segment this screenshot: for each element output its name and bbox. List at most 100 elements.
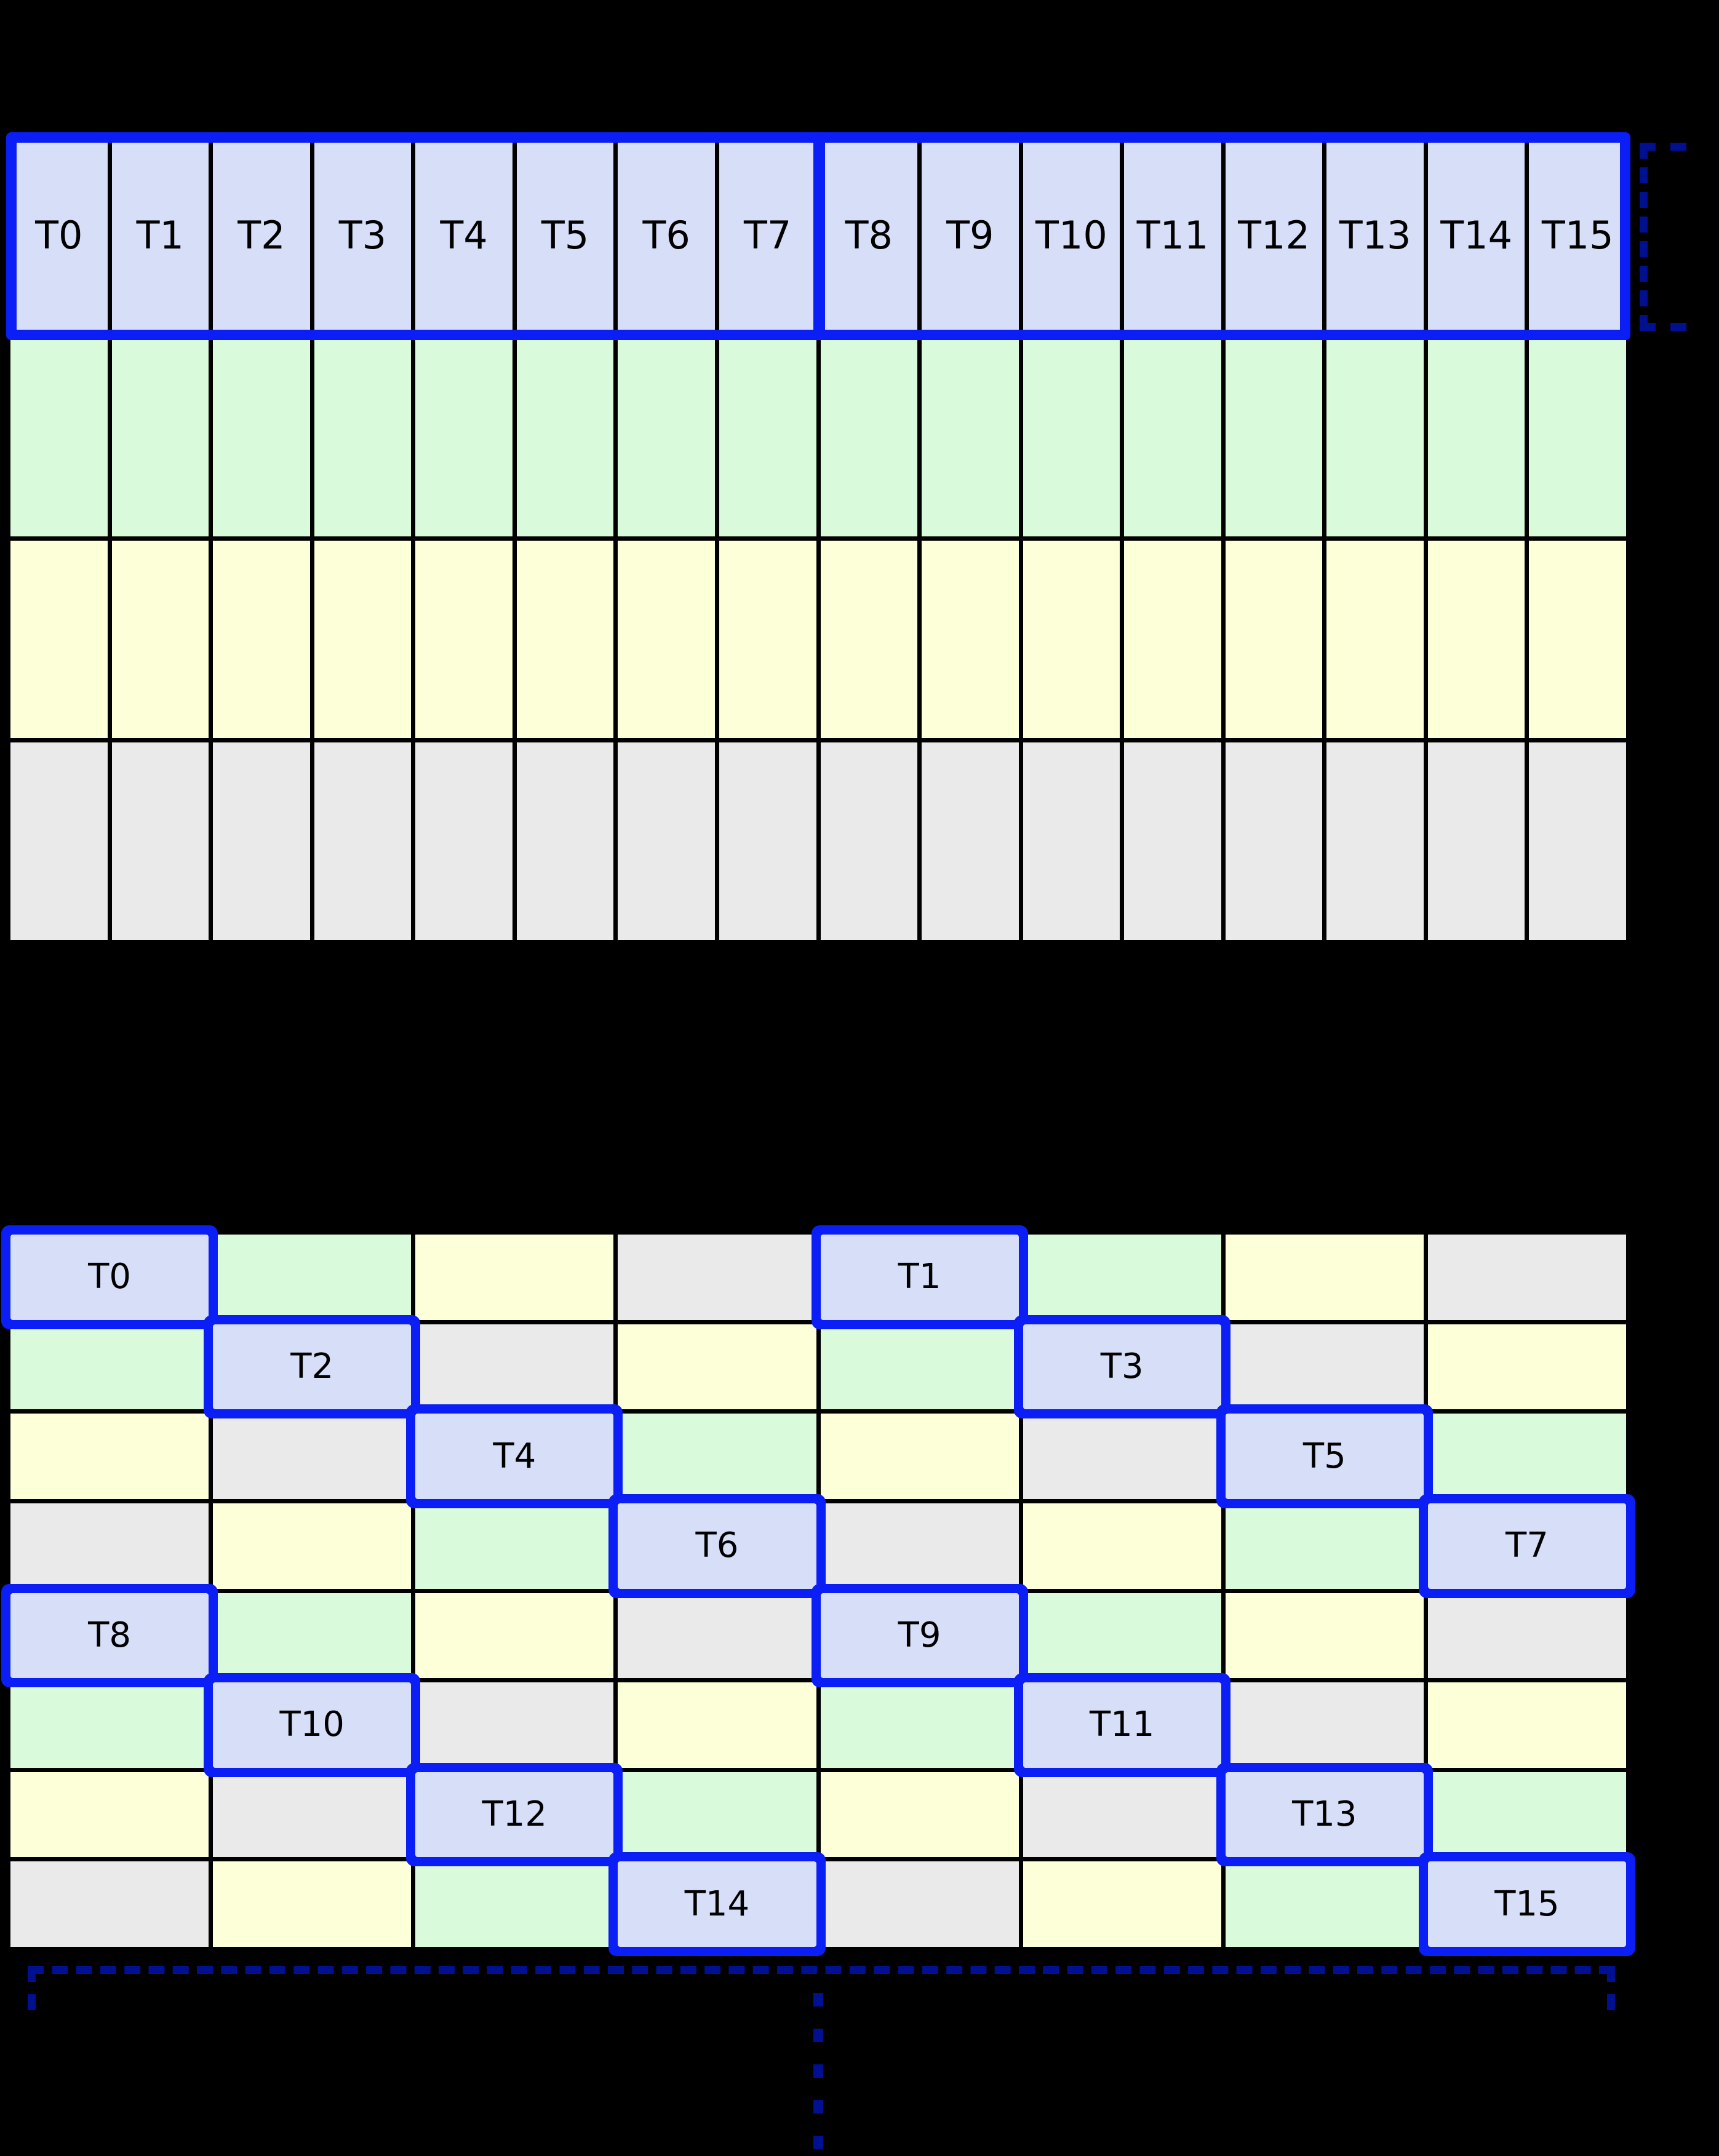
thread-cell-t1: T1 bbox=[820, 1235, 1019, 1320]
element-cell-r2c7 bbox=[1427, 1414, 1626, 1499]
element-cell-r1c3 bbox=[314, 338, 412, 536]
element-cell-r3c6 bbox=[1225, 1503, 1424, 1589]
element-cell-r1c12 bbox=[1225, 338, 1323, 536]
element-cell-r2c0 bbox=[10, 540, 108, 738]
element-cell-r2c3 bbox=[314, 540, 412, 738]
element-cell-r3c4 bbox=[820, 1503, 1019, 1589]
element-cell-r7c5 bbox=[1023, 1861, 1221, 1947]
thread-cell-t10: T10 bbox=[213, 1682, 412, 1768]
element-cell-r1c7 bbox=[1427, 1324, 1626, 1410]
element-cell-r2c2 bbox=[213, 540, 310, 738]
element-cell-r4c7 bbox=[1427, 1593, 1626, 1679]
element-cell-r3c9 bbox=[922, 742, 1019, 940]
continuation-bracket bbox=[28, 1966, 1615, 2010]
thread-cell-t13: T13 bbox=[1326, 137, 1424, 335]
element-cell-r2c1 bbox=[111, 540, 209, 738]
element-cell-r1c13 bbox=[1326, 338, 1424, 536]
element-cell-r1c1 bbox=[111, 338, 209, 536]
element-cell-r1c15 bbox=[1529, 338, 1626, 536]
thread-cell-t8: T8 bbox=[820, 137, 918, 335]
element-cell-r5c3 bbox=[618, 1682, 816, 1768]
element-cell-r5c7 bbox=[1427, 1682, 1626, 1768]
element-cell-r6c1 bbox=[213, 1772, 412, 1858]
thread-cell-t9: T9 bbox=[922, 137, 1019, 335]
element-cell-r3c3 bbox=[314, 742, 412, 940]
thread-cell-t8: T8 bbox=[10, 1593, 209, 1679]
thread-cell-t9: T9 bbox=[820, 1593, 1019, 1679]
element-cell-r2c13 bbox=[1326, 540, 1424, 738]
element-cell-r3c1 bbox=[213, 1503, 412, 1589]
thread-cell-t7: T7 bbox=[1427, 1503, 1626, 1589]
element-cell-r1c5 bbox=[516, 338, 614, 536]
element-cell-r1c8 bbox=[820, 338, 918, 536]
element-cell-r2c14 bbox=[1427, 540, 1525, 738]
thread-cell-t11: T11 bbox=[1124, 137, 1221, 335]
element-cell-r2c12 bbox=[1225, 540, 1323, 738]
thread-cell-t11: T11 bbox=[1023, 1682, 1221, 1768]
element-cell-r6c0 bbox=[10, 1772, 209, 1858]
element-cell-r2c11 bbox=[1124, 540, 1221, 738]
thread-cell-t14: T14 bbox=[1427, 137, 1525, 335]
element-cell-r4c3 bbox=[618, 1593, 816, 1679]
element-cell-r1c7 bbox=[719, 338, 816, 536]
element-cell-r2c6 bbox=[618, 540, 715, 738]
swizzled-layout-grid: T0 T1 T2 T3 T4 T5 T6 T7 T8 T9 T10 T11 T12 T13 T14 T15 bbox=[6, 1230, 1630, 1951]
element-cell-r3c15 bbox=[1529, 742, 1626, 940]
thread-cell-t1: T1 bbox=[111, 137, 209, 335]
element-cell-r7c6 bbox=[1225, 1861, 1424, 1947]
element-cell-r3c2 bbox=[415, 1503, 614, 1589]
element-cell-r4c6 bbox=[1225, 1593, 1424, 1679]
element-cell-r6c5 bbox=[1023, 1772, 1221, 1858]
element-cell-r7c1 bbox=[213, 1861, 412, 1947]
thread-cell-t5: T5 bbox=[1225, 1414, 1424, 1499]
element-cell-r1c0 bbox=[10, 338, 108, 536]
element-cell-r1c11 bbox=[1124, 338, 1221, 536]
thread-cell-t2: T2 bbox=[213, 137, 310, 335]
element-cell-r5c6 bbox=[1225, 1682, 1424, 1768]
element-cell-r2c3 bbox=[618, 1414, 816, 1499]
element-cell-r2c7 bbox=[719, 540, 816, 738]
element-cell-r1c6 bbox=[618, 338, 715, 536]
element-cell-r3c7 bbox=[719, 742, 816, 940]
element-cell-r3c10 bbox=[1023, 742, 1120, 940]
element-cell-r0c1 bbox=[213, 1235, 412, 1320]
thread-cell-t2: T2 bbox=[213, 1324, 412, 1410]
element-cell-r1c2 bbox=[415, 1324, 614, 1410]
element-cell-r0c6 bbox=[1225, 1235, 1424, 1320]
element-cell-r7c4 bbox=[820, 1861, 1019, 1947]
element-cell-r2c5 bbox=[516, 540, 614, 738]
element-cell-r1c14 bbox=[1427, 338, 1525, 536]
thread-cell-t12: T12 bbox=[1225, 137, 1323, 335]
thread-cell-t4: T4 bbox=[415, 1414, 614, 1499]
half-warp-divider bbox=[813, 132, 825, 340]
vertical-ellipsis-icon bbox=[813, 1993, 823, 2154]
element-cell-r1c10 bbox=[1023, 338, 1120, 536]
element-cell-r5c0 bbox=[10, 1682, 209, 1768]
element-cell-r1c3 bbox=[618, 1324, 816, 1410]
thread-cell-t15: T15 bbox=[1427, 1861, 1626, 1947]
element-cell-r3c0 bbox=[10, 1503, 209, 1589]
element-cell-r1c4 bbox=[415, 338, 513, 536]
element-cell-r3c5 bbox=[1023, 1503, 1221, 1589]
element-cell-r2c4 bbox=[820, 1414, 1019, 1499]
element-cell-r2c5 bbox=[1023, 1414, 1221, 1499]
element-cell-r6c4 bbox=[820, 1772, 1019, 1858]
warp-row-bracket bbox=[1640, 143, 1686, 331]
element-cell-r1c6 bbox=[1225, 1324, 1424, 1410]
element-cell-r3c13 bbox=[1326, 742, 1424, 940]
element-cell-r7c0 bbox=[10, 1861, 209, 1947]
thread-cell-t12: T12 bbox=[415, 1772, 614, 1858]
element-cell-r3c0 bbox=[10, 742, 108, 940]
element-cell-r1c2 bbox=[213, 338, 310, 536]
thread-cell-t6: T6 bbox=[618, 1503, 816, 1589]
element-cell-r3c11 bbox=[1124, 742, 1221, 940]
element-cell-r4c5 bbox=[1023, 1593, 1221, 1679]
element-cell-r6c7 bbox=[1427, 1772, 1626, 1858]
element-cell-r3c1 bbox=[111, 742, 209, 940]
thread-cell-t7: T7 bbox=[719, 137, 816, 335]
thread-cell-t15: T15 bbox=[1529, 137, 1626, 335]
element-cell-r3c8 bbox=[820, 742, 918, 940]
element-cell-r0c3 bbox=[618, 1235, 816, 1320]
element-cell-r3c6 bbox=[618, 742, 715, 940]
